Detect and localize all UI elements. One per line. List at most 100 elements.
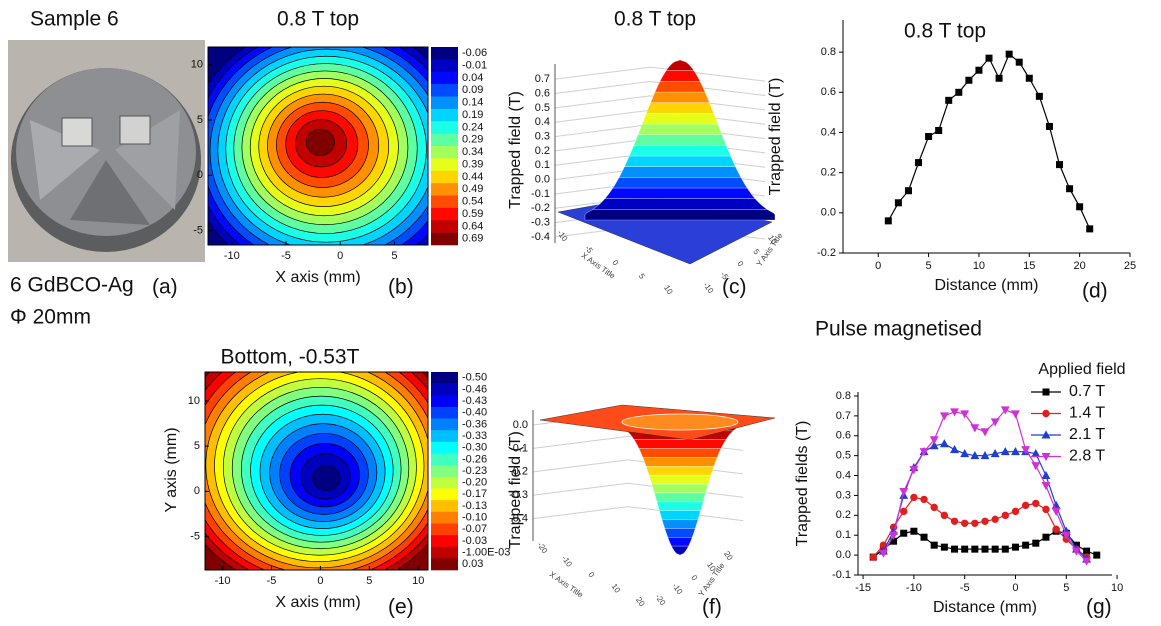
x-tick-label: -5 xyxy=(267,575,277,587)
data-point xyxy=(960,410,970,419)
surface-band xyxy=(638,448,722,458)
y-tick-label: 0.0 xyxy=(836,549,851,561)
colorbar-label: -0.20 xyxy=(462,477,487,489)
panel-label: (e) xyxy=(388,596,414,619)
data-point xyxy=(929,441,939,450)
y-tick-label: 0.5 xyxy=(836,450,851,462)
y-tick-label: 0.7 xyxy=(836,410,851,422)
data-point xyxy=(1022,541,1030,549)
photo-title: Sample 6 xyxy=(30,8,119,31)
colorbar-swatch xyxy=(431,133,458,147)
colorbar-swatch xyxy=(431,59,458,73)
x-tick-label: 15 xyxy=(1023,260,1035,272)
data-point xyxy=(940,543,948,551)
surface-band xyxy=(645,466,715,476)
data-point xyxy=(971,519,979,527)
surface-band xyxy=(641,113,719,125)
colorbar-swatch xyxy=(431,430,458,443)
data-point xyxy=(950,445,959,454)
colorbar-label: -0.33 xyxy=(462,430,487,442)
z-tick-label: 0.5 xyxy=(535,102,550,114)
legend-label: 1.4 T xyxy=(1069,405,1105,422)
colorbar-label: -0.23 xyxy=(462,465,487,477)
y-tick-label: -5 xyxy=(193,225,203,237)
colorbar-swatch xyxy=(431,418,458,431)
colorbar-swatch xyxy=(431,108,458,122)
data-point xyxy=(919,448,929,457)
z-tick-label: 0.7 xyxy=(535,73,550,85)
surface-band xyxy=(650,91,710,103)
panel-title: 0.8 T top xyxy=(277,8,359,31)
data-point xyxy=(1015,58,1023,66)
data-point xyxy=(869,553,877,561)
data-point xyxy=(1061,531,1071,540)
colorbar-swatch xyxy=(431,511,458,524)
data-point xyxy=(950,517,959,525)
data-point xyxy=(920,533,928,541)
data-point xyxy=(1011,507,1020,516)
data-point xyxy=(1011,410,1020,419)
data-point xyxy=(909,466,919,475)
colorbar-label: -0.36 xyxy=(462,418,487,430)
colorbar-label: 0.04 xyxy=(462,72,483,84)
surface-band xyxy=(659,510,701,520)
panel-title: Bottom, -0.53T xyxy=(221,346,360,369)
data-point xyxy=(900,507,908,516)
x-tick-label: 5 xyxy=(637,272,647,281)
data-point xyxy=(961,545,969,553)
data-point xyxy=(981,545,989,553)
surface-band xyxy=(671,545,689,556)
data-point xyxy=(1025,74,1033,82)
colorbar-label: -0.30 xyxy=(462,442,487,454)
legend-marker xyxy=(1041,453,1051,462)
y-tick-label: 0 xyxy=(735,259,745,268)
y-tick-label: 0.4 xyxy=(821,126,836,138)
colorbar-swatch xyxy=(431,546,458,559)
colorbar-label: 0.19 xyxy=(462,109,483,121)
y-tick-label: 0.3 xyxy=(836,489,851,501)
data-point xyxy=(980,428,990,437)
panel-label: (d) xyxy=(1082,280,1108,303)
z-tick-label: -0.1 xyxy=(531,188,550,200)
colorbar-swatch xyxy=(431,406,458,419)
data-line xyxy=(887,53,1091,230)
data-point xyxy=(990,449,1000,458)
colorbar-swatch xyxy=(431,96,458,110)
y-tick-label: 0 xyxy=(194,485,200,497)
data-point xyxy=(1083,547,1091,555)
surface-band xyxy=(645,102,715,114)
z-tick-label: 0.0 xyxy=(513,419,528,431)
colorbar-swatch xyxy=(431,500,458,513)
data-point xyxy=(929,436,939,445)
data-point xyxy=(960,449,970,458)
surface-band xyxy=(659,70,701,82)
colorbar-label: 0.03 xyxy=(462,558,483,570)
x-tick-label: 0 xyxy=(317,575,323,587)
surface-band xyxy=(637,123,723,135)
y-tick-label: 10 xyxy=(188,395,200,407)
colorbar-swatch xyxy=(431,158,458,172)
x-axis-label: Distance (mm) xyxy=(933,599,1037,616)
colorbar-label: -0.43 xyxy=(462,395,487,407)
photo-diameter: Φ 20mm xyxy=(10,306,91,329)
legend-label: 2.8 T xyxy=(1069,448,1105,465)
y-tick-label: 0.4 xyxy=(836,469,851,481)
data-point xyxy=(1001,511,1010,520)
z-tick-label: -0.2 xyxy=(531,202,550,214)
panel-label: (b) xyxy=(388,276,414,299)
data-point xyxy=(1011,447,1020,456)
colorbar-label: -0.50 xyxy=(462,372,487,384)
colorbar-label: -0.01 xyxy=(462,59,487,71)
colorbar-label: 0.69 xyxy=(462,233,483,245)
x-tick-label: -5 xyxy=(583,244,595,255)
y-tick-label: -10 xyxy=(701,280,715,295)
data-point xyxy=(1011,543,1019,551)
x-tick-label: -10 xyxy=(215,575,231,587)
z-axis-label: Trapped field (T) xyxy=(507,91,524,209)
x-tick-label: 20 xyxy=(634,596,647,609)
x-tick-label: 5 xyxy=(1063,582,1069,594)
surface-band xyxy=(591,198,769,210)
colorbar-label: 0.54 xyxy=(462,196,483,208)
colorbar-swatch xyxy=(431,170,458,184)
sample-photo xyxy=(8,40,205,262)
